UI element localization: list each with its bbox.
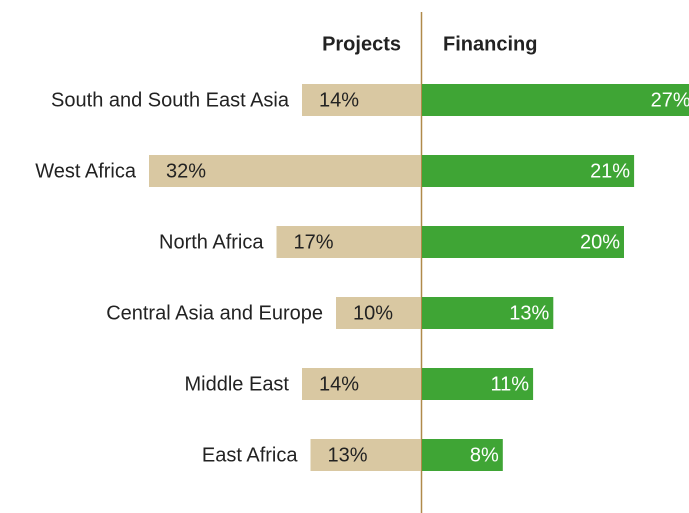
category-label: Middle East — [185, 373, 290, 395]
category-label: East Africa — [202, 444, 298, 466]
projects-bar — [302, 84, 421, 116]
financing-bar — [422, 226, 624, 258]
projects-label: 10% — [353, 302, 393, 324]
projects-label: 14% — [319, 373, 359, 395]
financing-label: 11% — [491, 373, 530, 395]
financing-label: 13% — [509, 302, 549, 324]
financing-label: 8% — [470, 444, 499, 466]
projects-label: 13% — [328, 444, 368, 466]
financing-bar — [422, 297, 554, 329]
projects-bar — [310, 439, 421, 471]
financing-bar — [422, 155, 635, 187]
projects-label: 32% — [166, 160, 206, 182]
projects-bar — [336, 297, 421, 329]
projects-label: 14% — [319, 89, 359, 111]
category-label: Central Asia and Europe — [106, 302, 323, 324]
financing-label: 27% — [651, 89, 689, 111]
projects-label: 17% — [294, 231, 334, 253]
projects-bar — [276, 226, 421, 258]
financing-header: Financing — [443, 33, 537, 55]
financing-label: 21% — [590, 160, 630, 182]
financing-bar — [422, 439, 503, 471]
financing-label: 20% — [580, 231, 620, 253]
category-label: North Africa — [159, 231, 264, 253]
category-label: West Africa — [35, 160, 137, 182]
financing-bar — [422, 368, 534, 400]
projects-bar — [149, 155, 421, 187]
financing-bar — [422, 84, 689, 116]
category-label: South and South East Asia — [51, 89, 290, 111]
projects-bar — [302, 368, 421, 400]
projects-header: Projects — [322, 33, 401, 55]
